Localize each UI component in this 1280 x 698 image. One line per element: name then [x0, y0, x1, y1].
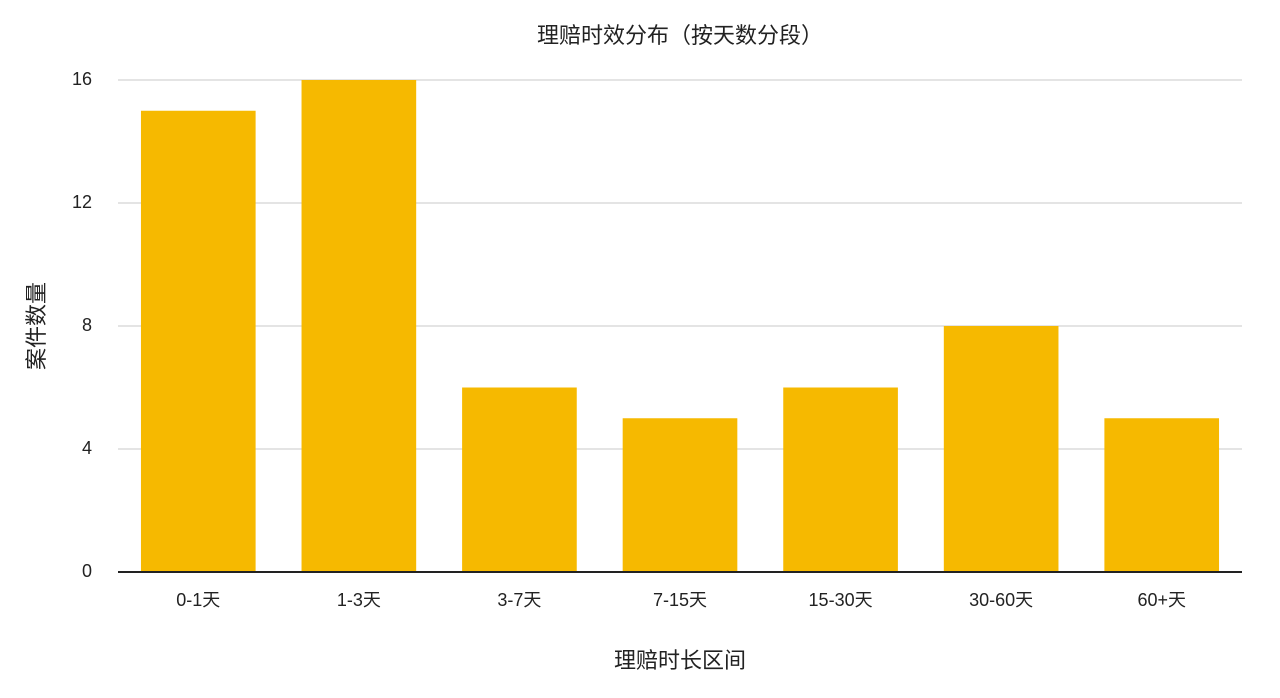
y-axis-title: 案件数量: [24, 282, 49, 370]
y-tick-label: 8: [82, 315, 92, 335]
x-tick-label: 7-15天: [653, 590, 707, 610]
x-tick-label: 15-30天: [809, 590, 873, 610]
bar: [462, 387, 577, 572]
x-tick-label: 60+天: [1137, 590, 1186, 610]
y-tick-label: 4: [82, 438, 92, 458]
bar: [1104, 418, 1220, 572]
bar: [622, 418, 738, 572]
bar: [140, 110, 256, 572]
y-tick-label: 16: [72, 69, 92, 89]
bar: [783, 387, 898, 572]
y-tick-label: 12: [72, 192, 92, 212]
x-tick-label: 30-60天: [969, 590, 1033, 610]
x-tick-label: 0-1天: [176, 590, 220, 610]
x-tick-label: 3-7天: [497, 590, 541, 610]
y-tick-label: 0: [82, 561, 92, 581]
chart-title: 理赔时效分布（按天数分段）: [537, 23, 823, 48]
bar: [943, 326, 1059, 572]
bar: [301, 80, 417, 572]
x-axis-title: 理赔时长区间: [614, 648, 746, 673]
x-tick-label: 1-3天: [337, 590, 381, 610]
